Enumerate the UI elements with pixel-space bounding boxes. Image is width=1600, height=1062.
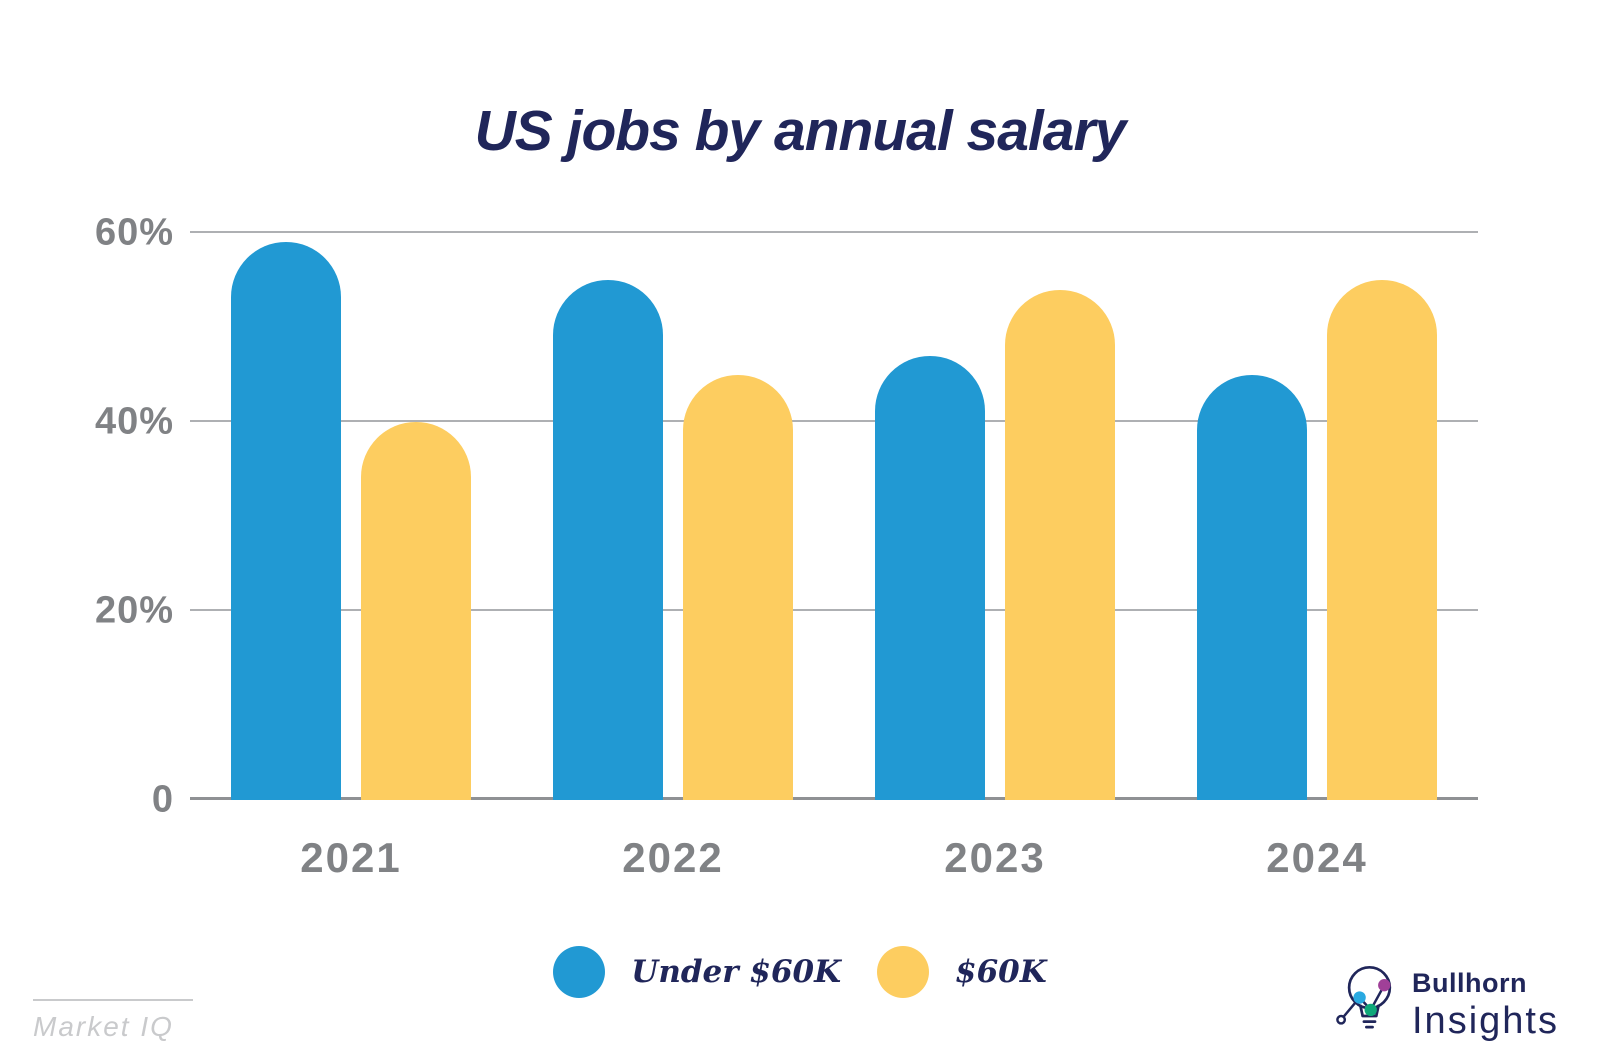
legend-dot (553, 946, 606, 998)
gridline-20% (190, 609, 1478, 611)
bar-2021-under-60k (231, 242, 341, 800)
brand-name: Bullhorn (1412, 968, 1527, 998)
blue-node-dot (1353, 991, 1366, 1004)
bar-2022-under-60k (553, 280, 663, 800)
green-node-dot (1364, 1003, 1377, 1017)
plot-area: 0 20% 40% 60% 2021 2022 2023 2024 (95, 212, 1478, 881)
purple-node-dot (1378, 979, 1391, 992)
bar-2021--60k (361, 422, 471, 800)
gridline-60% (190, 231, 1478, 233)
y-tick-label-60%: 60% (94, 211, 174, 254)
legend-dot (877, 946, 930, 998)
y-tick-label-40%: 40% (94, 400, 174, 443)
bar-group-2021: 2021 (190, 233, 512, 881)
brand-text: Bullhorn Insights (1412, 968, 1559, 1043)
source-label: Market IQ (33, 1011, 174, 1042)
legend-label: Under $60K (631, 954, 842, 990)
bar-group-2024: 2024 (1156, 233, 1478, 881)
gridline-40% (190, 420, 1478, 422)
bar-2023-under-60k (875, 355, 985, 800)
x-tick-label-2024: 2024 (1266, 834, 1368, 881)
bar-2023--60k (1005, 289, 1115, 800)
source-block: Market IQ (33, 999, 193, 1043)
x-tick-label-2022: 2022 (622, 834, 724, 881)
y-tick-label-0: 0 (151, 778, 174, 821)
open-node-dot (1336, 1014, 1347, 1025)
x-tick-label-2023: 2023 (944, 834, 1046, 881)
y-tick-label-20%: 20% (94, 589, 174, 632)
bar-group-2022: 2022 (512, 233, 834, 881)
bar-2024-under-60k (1197, 374, 1307, 800)
bar-2022--60k (683, 374, 793, 800)
chart-title: US jobs by annual salary (474, 99, 1127, 164)
brand-logo: Bullhorn Insights (1330, 960, 1559, 1043)
lightbulb-icon (1336, 965, 1392, 1029)
gridline-0 (190, 797, 1478, 800)
bar-group-2023: 2023 (834, 233, 1156, 881)
legend-item-under-60k: Under $60K (553, 946, 841, 998)
legend: Under $60K $60K (0, 946, 1600, 998)
brand-subname: Insights (1412, 1000, 1559, 1042)
x-tick-label-2021: 2021 (300, 834, 402, 881)
legend-item--60k: $60K (877, 946, 1047, 998)
source-divider (33, 999, 193, 1001)
legend-label: $60K (955, 954, 1047, 990)
bar-2024--60k (1327, 280, 1437, 800)
